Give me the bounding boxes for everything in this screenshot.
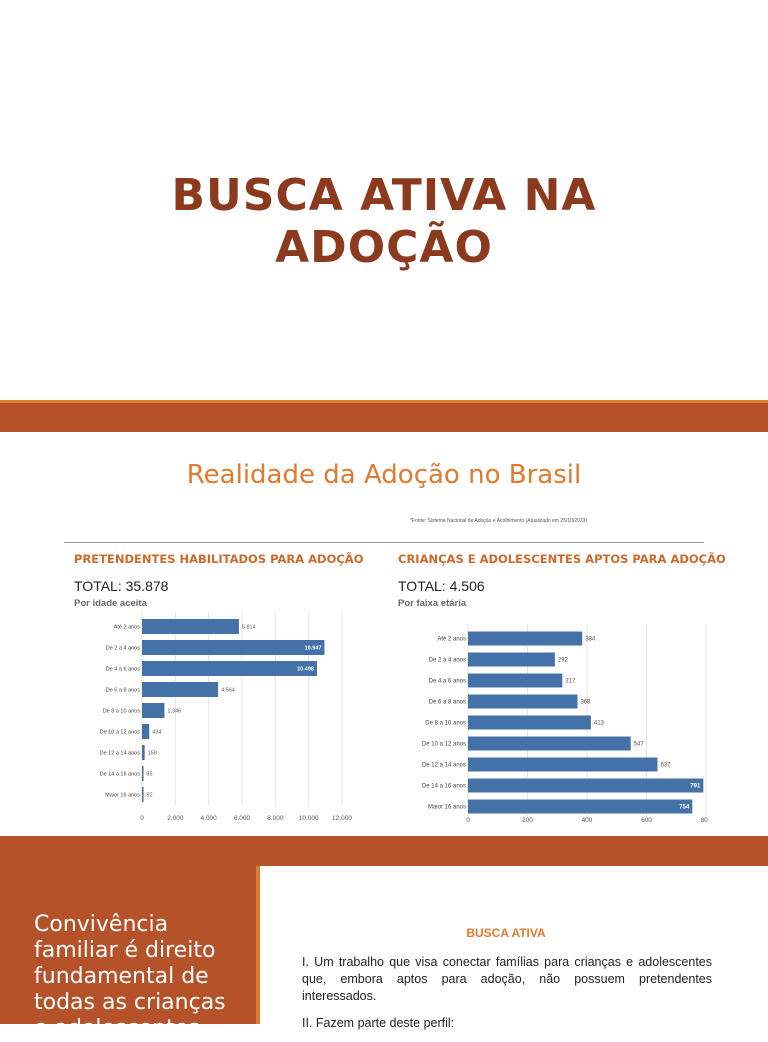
category-label: Até 2 anos — [437, 637, 466, 643]
tick-label: 4.000 — [201, 815, 218, 822]
category-label: De 4 a 6 anos — [429, 679, 466, 685]
data-label: 317 — [565, 679, 576, 685]
category-label: Até 2 anos — [114, 625, 141, 631]
category-label: De 8 a 10 anos — [103, 709, 141, 715]
bar — [468, 694, 578, 709]
tick-label: 8.000 — [267, 815, 284, 822]
divider-band-2 — [0, 836, 768, 866]
source-note: *Fonte: Sistema Nacional de Adoção e Aco… — [410, 518, 588, 524]
tick-label: 10.000 — [299, 815, 319, 822]
section-title: BUSCA ATIVA — [466, 926, 546, 940]
busca-ativa-slide: Convivência familiar é direito fundament… — [0, 866, 768, 1041]
bar — [468, 799, 693, 814]
chart-total: TOTAL: 4.506 — [398, 578, 485, 594]
divider-band — [0, 400, 768, 435]
tick-label: 200 — [522, 817, 533, 824]
data-label: 547 — [634, 742, 645, 748]
side-panel: Convivência familiar é direito fundament… — [0, 866, 260, 1041]
slide-title: BUSCA ATIVA NA ADOÇÃO — [0, 170, 768, 274]
statistics-slide: Realidade da Adoção no Brasil *Fonte: Si… — [0, 432, 768, 836]
bar — [468, 778, 704, 793]
chart-title: CRIANÇAS E ADOLESCENTES APTOS PARA ADOÇÃ… — [398, 552, 726, 566]
category-label: De 2 a 4 anos — [429, 658, 466, 664]
chart-subtitle: Por faixa etária — [398, 598, 467, 609]
tick-label: 400 — [582, 817, 593, 824]
bar — [468, 631, 583, 646]
data-label: 4.564 — [221, 688, 235, 694]
bar — [142, 724, 150, 739]
chart-total: TOTAL: 35.878 — [74, 578, 169, 594]
bar — [468, 673, 563, 688]
category-label: De 10 a 12 anos — [422, 742, 466, 748]
tick-label: 0 — [140, 815, 144, 822]
paragraph-2: II. Fazem parte deste perfil: — [302, 1016, 455, 1030]
panel-text: Convivência familiar é direito fundament… — [34, 912, 226, 1041]
category-label: De 10 a 12 anos — [100, 730, 141, 736]
bar — [142, 661, 317, 676]
paragraph-1: I. Um trabalho que visa conectar família… — [302, 955, 712, 1003]
category-label: De 6 a 8 anos — [106, 688, 140, 694]
slide-title-line1: BUSCA ATIVA NA — [171, 170, 597, 221]
bar — [468, 757, 658, 772]
data-label: 10.498 — [297, 667, 314, 673]
slide-title-line2: ADOÇÃO — [275, 222, 493, 273]
data-label: 637 — [661, 763, 672, 769]
bar — [142, 766, 144, 781]
chart-criancas-svg: 0 200 400 600 800 Até 2 anos 384 De 2 a 4 anos 2… — [422, 624, 708, 824]
title-slide: BUSCA ATIVA NA ADOÇÃO — [0, 0, 768, 400]
category-label: De 14 a 16 anos — [422, 784, 466, 790]
category-label: De 14 a 16 anos — [100, 772, 141, 778]
data-label: 1.346 — [167, 709, 181, 715]
category-label: De 2 a 4 anos — [106, 646, 140, 652]
category-label: De 4 a 6 anos — [106, 667, 140, 673]
bar — [468, 652, 555, 667]
bar — [142, 703, 165, 718]
chart-pretendentes-svg: 0 2.000 4.000 6.000 8.000 10.000 12.000 Até 2 a… — [100, 612, 352, 822]
bar — [142, 787, 144, 802]
bar — [142, 745, 145, 760]
data-label: 92 — [147, 793, 153, 799]
tick-label: 12.000 — [332, 815, 352, 822]
statistics-title: Realidade da Adoção no Brasil — [186, 460, 582, 490]
category-label: Maior 16 anos — [428, 805, 466, 811]
data-label: 159 — [148, 751, 157, 757]
bar — [142, 640, 325, 655]
data-label: 754 — [679, 805, 690, 811]
tick-label: 2.000 — [167, 815, 184, 822]
tick-label: 800 — [701, 817, 708, 824]
data-label: 368 — [580, 700, 591, 706]
tick-label: 600 — [641, 817, 652, 824]
data-label: 413 — [594, 721, 605, 727]
data-label: 5.814 — [242, 625, 256, 631]
data-label: 10.947 — [305, 646, 322, 652]
data-label: 292 — [558, 658, 569, 664]
chart-subtitle: Por idade aceita — [74, 598, 147, 609]
bar — [468, 715, 591, 730]
tick-label: 6.000 — [234, 815, 251, 822]
bar — [142, 682, 219, 697]
bar — [142, 619, 239, 634]
category-label: De 12 a 14 anos — [100, 751, 141, 757]
data-label: 85 — [146, 772, 152, 778]
divider-line — [64, 542, 704, 543]
data-label: 384 — [585, 637, 596, 643]
category-label: De 8 a 10 anos — [425, 721, 466, 727]
data-label: 791 — [690, 784, 701, 790]
category-label: Maior 16 anos — [105, 793, 140, 799]
bar — [468, 736, 631, 751]
chart-criancas: 0 200 400 600 800 Até 2 anos 384 De 2 a 4 anos 2… — [388, 546, 726, 836]
chart-pretendentes: 0 2.000 4.000 6.000 8.000 10.000 12.000 Até 2 a… — [64, 546, 384, 836]
category-label: De 12 a 14 anos — [422, 763, 466, 769]
tick-label: 0 — [466, 817, 470, 824]
category-label: De 6 a 8 anos — [429, 700, 466, 706]
data-label: 434 — [152, 730, 161, 736]
chart-title: PRETENDENTES HABILITADOS PARA ADOÇÃO — [74, 552, 364, 566]
